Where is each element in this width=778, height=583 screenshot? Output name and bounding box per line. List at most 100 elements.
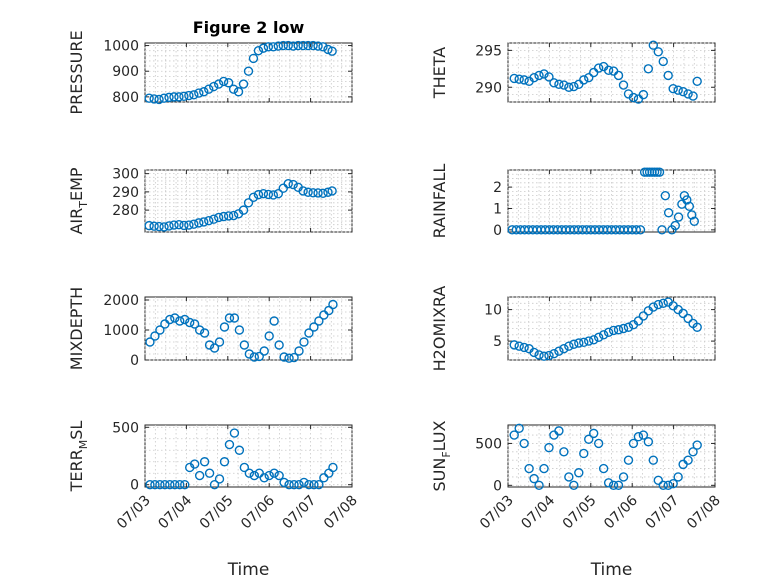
- data-point: [688, 91, 698, 101]
- data-point: [155, 325, 165, 335]
- data-point: [689, 216, 699, 227]
- y-tick-label: 295: [475, 43, 502, 59]
- data-point: [569, 81, 579, 92]
- data-point: [660, 190, 671, 201]
- data-point: [228, 84, 239, 94]
- data-point: [180, 314, 190, 325]
- data-point: [170, 313, 180, 323]
- data-point: [279, 352, 289, 362]
- data-point: [692, 440, 702, 450]
- data-point: [692, 322, 702, 332]
- axes-box: [144, 169, 353, 233]
- data-point: [199, 217, 209, 227]
- data-point: [534, 350, 544, 360]
- data-point: [564, 472, 574, 482]
- data-point: [274, 470, 284, 481]
- data-point: [209, 214, 219, 224]
- data-point: [519, 438, 529, 449]
- data-point: [653, 299, 663, 310]
- data-point: [189, 219, 199, 229]
- series-points: [509, 297, 702, 361]
- data-point: [160, 480, 170, 490]
- grid: [507, 296, 716, 361]
- data-point: [593, 438, 604, 449]
- data-point: [314, 316, 324, 326]
- data-point: [603, 327, 614, 337]
- data-point: [643, 437, 654, 447]
- data-point: [274, 340, 284, 350]
- data-point: [313, 188, 323, 198]
- subplot-h2omixra: 5 10 H2OMIXRA: [430, 286, 716, 371]
- y-tick-label: 2000: [103, 293, 139, 309]
- data-point: [159, 93, 169, 103]
- data-point: [683, 313, 693, 324]
- data-point: [638, 89, 649, 100]
- data-point: [579, 448, 589, 459]
- data-point: [673, 472, 683, 482]
- data-point: [304, 480, 314, 490]
- data-point: [194, 325, 205, 335]
- data-point: [584, 72, 594, 83]
- data-point: [574, 468, 584, 478]
- data-point: [309, 480, 319, 490]
- data-point: [228, 210, 239, 221]
- data-point: [179, 220, 189, 231]
- data-point: [204, 215, 214, 226]
- data-point: [308, 188, 318, 198]
- data-point: [688, 447, 698, 457]
- subplot-rainfall: 0 1 2 RAINFALL: [430, 164, 716, 239]
- data-point: [323, 187, 333, 197]
- data-point: [199, 457, 210, 467]
- data-point: [269, 316, 279, 326]
- data-point: [559, 447, 569, 457]
- data-point: [638, 311, 649, 321]
- y-tick-label: 1000: [103, 323, 139, 339]
- data-point: [204, 340, 215, 350]
- data-point: [298, 186, 308, 196]
- data-point: [628, 438, 639, 449]
- data-point: [248, 192, 259, 203]
- data-point: [579, 75, 589, 85]
- data-point: [658, 480, 668, 491]
- data-point: [613, 325, 624, 335]
- data-point: [628, 92, 639, 103]
- data-point: [180, 480, 190, 490]
- data-point: [608, 480, 619, 491]
- data-point: [559, 343, 569, 354]
- data-point: [593, 63, 604, 73]
- data-point: [529, 473, 539, 484]
- data-point: [184, 90, 194, 101]
- data-point: [273, 189, 284, 199]
- y-tick-label: 300: [112, 167, 139, 183]
- data-point: [549, 78, 559, 88]
- data-point: [328, 462, 338, 473]
- data-point: [244, 349, 255, 359]
- data-point: [170, 480, 180, 490]
- data-point: [654, 167, 665, 177]
- data-point: [663, 480, 673, 491]
- data-point: [299, 337, 309, 347]
- data-point: [668, 84, 678, 94]
- data-point: [214, 474, 225, 484]
- y-tick-label: 1: [493, 201, 502, 217]
- data-point: [658, 298, 668, 308]
- data-point: [294, 346, 304, 356]
- data-point: [678, 86, 688, 97]
- y-axis-label: PRESSURE: [67, 30, 86, 114]
- data-point: [194, 470, 205, 481]
- data-point: [239, 462, 250, 473]
- data-point: [239, 340, 250, 350]
- data-point: [268, 42, 279, 52]
- y-tick-label: 10: [484, 303, 502, 319]
- data-point: [692, 76, 702, 87]
- data-point: [618, 80, 629, 90]
- data-point: [224, 313, 235, 323]
- data-point: [569, 339, 579, 349]
- data-point: [199, 87, 209, 97]
- data-point: [584, 336, 594, 346]
- data-point: [199, 328, 210, 338]
- data-point: [683, 455, 693, 465]
- y-axis-label: SUNFLUX: [430, 420, 453, 491]
- data-point: [564, 82, 574, 92]
- data-point: [598, 330, 609, 340]
